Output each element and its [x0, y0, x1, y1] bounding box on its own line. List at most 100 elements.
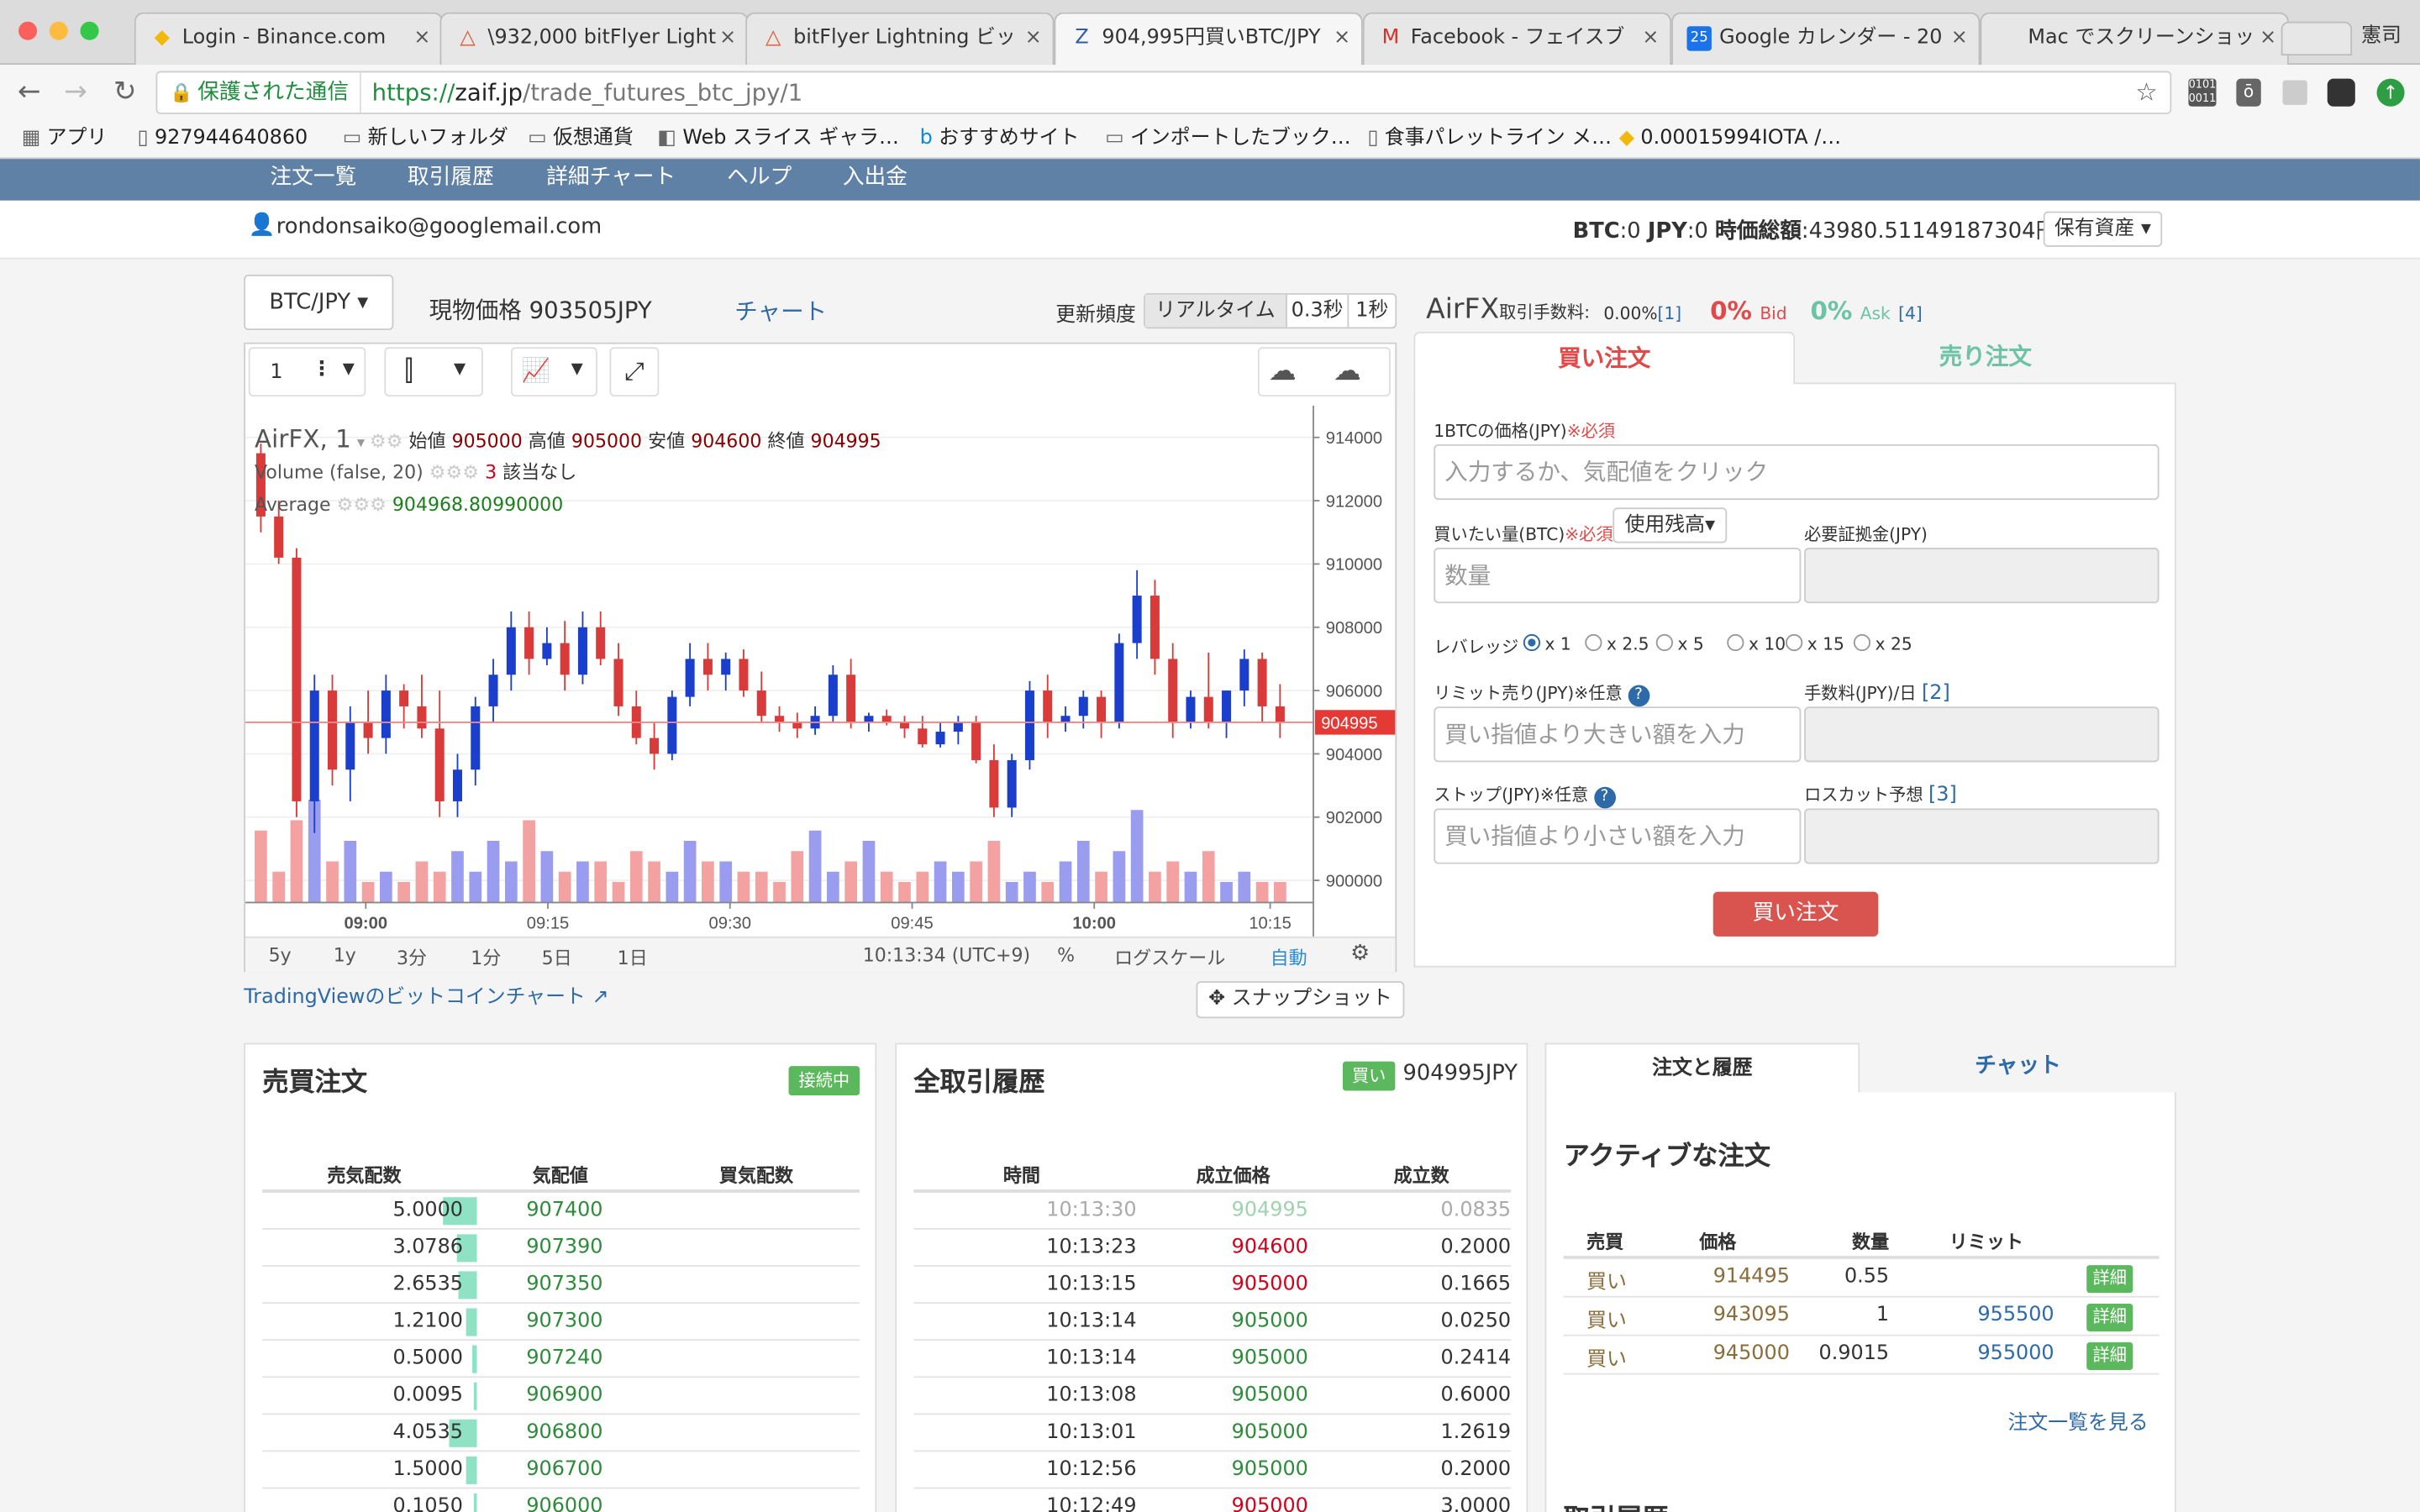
indicators-icon[interactable]: 📈 — [521, 356, 551, 385]
bookmark-item[interactable]: b おすすめサイト — [920, 125, 1080, 153]
order-detail-button[interactable]: 詳細 — [2086, 1265, 2133, 1294]
browser-tab[interactable]: Z 904,995円買いBTC/JPY × — [1054, 12, 1363, 66]
limit-help-icon[interactable]: ? — [1628, 685, 1649, 707]
assets-dropdown[interactable]: 保有資産 ▾ — [2043, 211, 2163, 247]
extension-grid-icon[interactable] — [2282, 80, 2307, 105]
bookmark-item[interactable]: ▯ 927944640860 — [137, 125, 308, 153]
use-balance-dropdown[interactable]: 使用残高▾ — [1612, 507, 1728, 543]
orderbook-row[interactable]: 1.2100 907300 — [262, 1304, 860, 1341]
percent-toggle[interactable]: % — [1057, 944, 1076, 966]
ask-price[interactable]: 906800 — [526, 1420, 603, 1445]
fee-day-ref-link[interactable]: [2] — [1921, 681, 1950, 706]
range-5d[interactable]: 5日 — [541, 947, 572, 969]
browser-tab[interactable]: M Facebook - フェイスブ × — [1362, 12, 1672, 66]
extension-o-icon[interactable]: ō — [2236, 78, 2261, 107]
reload-icon[interactable]: ↻ — [113, 75, 137, 108]
tab-buy-order[interactable]: 買い注文 — [1413, 331, 1796, 386]
radio-icon[interactable] — [1585, 633, 1602, 652]
legend-series-chevron-down-icon[interactable]: ▾ — [356, 434, 370, 453]
range-1d[interactable]: 1日 — [617, 947, 648, 969]
snapshot-button[interactable]: ✥ スナップショット — [1196, 981, 1405, 1019]
browser-tab[interactable]: 25 Google カレンダー - 20 × — [1671, 12, 1981, 66]
tradingview-link[interactable]: TradingViewのビットコインチャート ↗ — [244, 979, 608, 1010]
freq-03s-button[interactable]: 0.3秒 — [1287, 294, 1349, 328]
leverage-option[interactable]: x 2.5 — [1585, 633, 1649, 654]
back-arrow-icon[interactable]: ← — [18, 75, 41, 108]
ask-price[interactable]: 906700 — [526, 1457, 603, 1482]
site-nav-item[interactable]: 詳細チャート — [546, 165, 676, 190]
chart-settings-gear-icon[interactable]: ⚙ — [1350, 941, 1370, 966]
radio-icon[interactable] — [1853, 633, 1871, 652]
site-nav-item[interactable]: 入出金 — [842, 165, 908, 190]
bookmark-item[interactable]: ▯ 食事パレットライン メ… — [1367, 125, 1612, 153]
minimize-window-button[interactable] — [49, 21, 68, 40]
bookmark-item[interactable]: ◆ 0.00015994IOTA /… — [1619, 125, 1841, 153]
leverage-option[interactable]: x 15 — [1786, 633, 1844, 654]
url-bar[interactable]: 🔒 保護された通信 https://zaif.jp/trade_futures_… — [155, 71, 2172, 114]
tab-close-icon[interactable]: × — [2260, 26, 2277, 50]
leverage-option[interactable]: x 1 — [1523, 633, 1571, 654]
legend-average-settings-icon[interactable]: ⚙⚙⚙ — [336, 493, 392, 516]
orderbook-row[interactable]: 1.5000 906700 — [262, 1452, 860, 1489]
tab-sell-order[interactable]: 売り注文 — [1795, 331, 2176, 385]
tab-close-icon[interactable]: × — [413, 26, 431, 50]
style-chevron-down-icon[interactable]: ▼ — [453, 360, 466, 378]
radio-selected-icon[interactable] — [1523, 633, 1541, 652]
fee-ref-link[interactable]: [1] — [1657, 303, 1682, 324]
price-input[interactable]: 入力するか、気配値をクリック — [1434, 444, 2160, 501]
ask-ref-link[interactable]: [4] — [1898, 303, 1923, 324]
leverage-option[interactable]: x 10 — [1727, 633, 1786, 654]
zoom-window-button[interactable] — [80, 21, 99, 40]
range-3min[interactable]: 3分 — [397, 947, 428, 969]
browser-tab[interactable]: △ \932,000 bitFlyer Light × — [439, 12, 749, 66]
amount-input[interactable]: 数量 — [1434, 548, 1802, 604]
freq-1s-button[interactable]: 1秒 — [1355, 299, 1389, 323]
orderbook-row[interactable]: 0.1050 906000 — [262, 1488, 860, 1512]
bookmark-item[interactable]: ▦ アプリ — [22, 125, 108, 153]
new-tab-button[interactable] — [2281, 21, 2353, 56]
site-nav-item[interactable]: ヘルプ — [727, 165, 792, 190]
ask-price[interactable]: 907390 — [526, 1236, 603, 1259]
order-detail-button[interactable]: 詳細 — [2086, 1341, 2133, 1370]
tab-close-icon[interactable]: × — [1024, 26, 1042, 50]
order-detail-button[interactable]: 詳細 — [2086, 1304, 2133, 1332]
ask-price[interactable]: 907240 — [526, 1347, 603, 1370]
ask-price[interactable]: 907400 — [526, 1199, 603, 1222]
price-chart[interactable]: 914000 912000 910000 908000 906000 904000 9020… — [245, 406, 1396, 938]
ask-price[interactable]: 906900 — [526, 1383, 603, 1408]
radio-icon[interactable] — [1655, 633, 1673, 652]
bookmark-item[interactable]: ▭ 仮想通貨 — [528, 125, 633, 153]
browser-tab[interactable]: Mac でスクリーンショッ × — [1980, 12, 2289, 66]
see-all-orders-link[interactable]: 注文一覧を見る — [2007, 1411, 2149, 1436]
browser-tab[interactable]: △ bitFlyer Lightning ビッ × — [745, 12, 1055, 66]
ask-price[interactable]: 907350 — [526, 1273, 603, 1296]
auto-scale-toggle[interactable]: 自動 — [1270, 947, 1307, 969]
legend-volume-settings-icon[interactable]: ⚙⚙⚙ — [429, 461, 486, 483]
range-1y[interactable]: 1y — [333, 944, 356, 966]
radio-icon[interactable] — [1727, 633, 1744, 652]
chart-link[interactable]: チャート — [734, 297, 828, 326]
submit-buy-button[interactable]: 買い注文 — [1712, 891, 1879, 937]
pair-selector[interactable]: BTC/JPY ▾ — [244, 274, 394, 331]
orderbook-row[interactable]: 4.0535 906800 — [262, 1415, 860, 1452]
tab-close-icon[interactable]: × — [1950, 26, 1968, 50]
fullscreen-icon[interactable]: ⤢ — [609, 347, 660, 397]
tab-close-icon[interactable]: × — [719, 26, 737, 50]
radio-icon[interactable] — [1786, 633, 1803, 652]
extension-up-icon[interactable]: ↑ — [2376, 78, 2405, 107]
more-icon[interactable]: ⋮ — [312, 358, 332, 381]
leverage-option[interactable]: x 5 — [1655, 633, 1704, 654]
ask-price[interactable]: 907300 — [526, 1310, 603, 1333]
range-5y[interactable]: 5y — [268, 944, 292, 966]
profile-name[interactable]: 憲司 — [2361, 24, 2402, 48]
freq-realtime-button[interactable]: リアルタイム — [1144, 294, 1287, 328]
site-nav-item[interactable]: 取引履歴 — [407, 165, 494, 190]
orderbook-row[interactable]: 0.5000 907240 — [262, 1341, 860, 1378]
range-1min[interactable]: 1分 — [471, 947, 502, 969]
leverage-option[interactable]: x 25 — [1853, 633, 1912, 654]
close-window-button[interactable] — [18, 21, 38, 40]
extension-binary-icon[interactable]: 0101 0011 — [2188, 78, 2217, 107]
tab-orders-history[interactable]: 注文と履歴 — [1544, 1042, 1860, 1095]
orderbook-row[interactable]: 2.6535 907350 — [262, 1267, 860, 1305]
bookmark-star-icon[interactable]: ☆ — [2135, 76, 2158, 107]
